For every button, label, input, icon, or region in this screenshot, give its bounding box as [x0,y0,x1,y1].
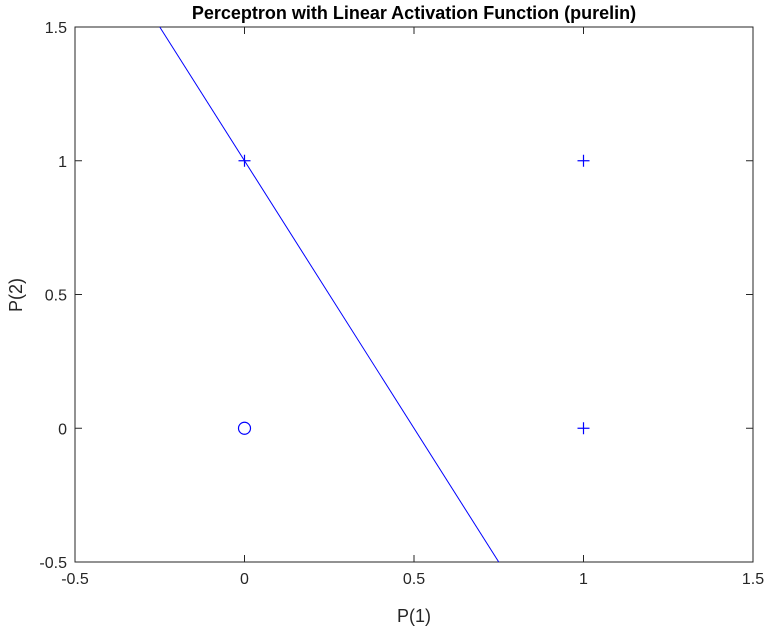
x-tick-label: 0.5 [403,571,425,588]
y-axis-label: P(2) [6,278,26,312]
y-tick-label: 1.5 [45,20,67,37]
x-tick-label: 0 [240,571,249,588]
point-plus-marker [577,422,590,435]
x-axis-label: P(1) [397,606,431,626]
y-tick-label: 1 [58,154,67,171]
point-plus-marker [238,154,251,167]
y-tick-label: 0.5 [45,288,67,305]
point-plus-marker [577,154,590,167]
y-tick-label: 0 [58,421,67,438]
point-circle-marker [237,421,252,435]
plot-area [74,26,754,563]
data-marks [159,26,590,563]
x-tick-label: 1.5 [742,571,764,588]
x-tick-label: -0.5 [61,571,89,588]
chart-title: Perceptron with Linear Activation Functi… [192,3,636,23]
y-tick-label: -0.5 [39,555,67,572]
decision-boundary-line [159,26,500,563]
x-tick-label: 1 [579,571,588,588]
axis-ticks: -0.5 0 0.5 1 1.5 -0.5 0 0.5 1 1.5 [39,20,764,588]
